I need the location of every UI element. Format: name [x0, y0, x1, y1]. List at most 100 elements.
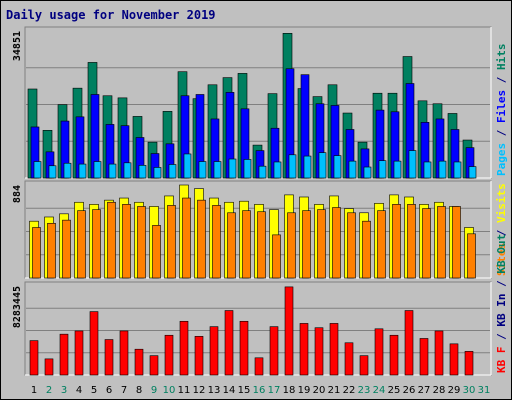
bar-kb-f [464, 351, 474, 376]
legend-entry: / [495, 123, 508, 143]
bar-sites [212, 205, 221, 279]
bar-pages [153, 167, 162, 179]
bar-sites [152, 225, 161, 279]
legend-entry: Visits [495, 183, 508, 223]
bar-sites [122, 204, 131, 279]
panel-visits-sites: 884 Sites / Visits [12, 180, 508, 279]
x-tick-label: 31 [478, 385, 491, 396]
bar-sites [452, 206, 461, 279]
x-tick-label: 25 [388, 385, 401, 396]
bar-pages [168, 164, 177, 179]
bar-sites [437, 206, 446, 279]
bar-pages [123, 162, 132, 179]
bar-sites [287, 212, 296, 279]
bar-kb-f [209, 326, 219, 376]
legend-entry: KB In [495, 294, 508, 327]
bar-kb-f [449, 343, 459, 376]
bar-sites [47, 222, 56, 279]
x-tick-label: 20 [313, 385, 326, 396]
y-max-label: 34851 [12, 31, 23, 61]
bar-kb-f [359, 355, 369, 376]
x-tick-label: 3 [61, 385, 67, 396]
bar-kb-f [344, 342, 354, 376]
bar-kb-f [239, 320, 249, 376]
bar-kb-f [149, 355, 159, 376]
bar-pages [258, 165, 267, 179]
legend-entry: / [495, 327, 508, 347]
bar-kb-f [299, 323, 309, 376]
bar-kb-f [269, 326, 279, 376]
x-tick-label: 19 [298, 385, 311, 396]
bar-sites [197, 199, 206, 279]
bar-kb-f [29, 340, 39, 376]
bar-pages [33, 161, 42, 179]
x-tick-label: 2 [46, 385, 52, 396]
legend-label: KB F / KB In / KB Out [495, 234, 508, 373]
bar-sites [242, 210, 251, 279]
bar-pages [63, 162, 72, 179]
x-tick-label: 1 [31, 385, 37, 396]
chart-title: Daily usage for November 2019 [6, 8, 216, 22]
x-tick-label: 12 [193, 385, 206, 396]
legend-entry: Hits [495, 44, 508, 71]
x-tick-label: 28 [433, 385, 446, 396]
x-tick-label: 15 [238, 385, 251, 396]
legend-entry: Pages [495, 143, 508, 176]
bar-kb-f [134, 348, 144, 376]
bar-pages [228, 158, 237, 179]
x-tick-label: 7 [121, 385, 127, 396]
bar-pages [468, 166, 477, 179]
legend-label: Pages / Files / Hits [495, 44, 508, 177]
bar-pages [333, 155, 342, 179]
bar-pages [93, 161, 102, 179]
legend-entry: / [495, 274, 508, 294]
bar-pages [408, 150, 417, 179]
bar-pages [198, 161, 207, 179]
bar-kb-f [104, 339, 114, 376]
legend-entry: Files [495, 90, 508, 123]
bar-kb-f [74, 330, 84, 376]
bar-sites [332, 207, 341, 279]
bar-kb-f [59, 333, 69, 376]
y-max-label: 884 [12, 185, 23, 203]
bar-kb-f [224, 310, 234, 376]
bar-pages [438, 160, 447, 179]
bar-pages [183, 153, 192, 179]
bar-sites [107, 201, 116, 279]
x-tick-label: 22 [343, 385, 356, 396]
x-tick-label: 16 [253, 385, 266, 396]
x-tick-label: 23 [358, 385, 371, 396]
bar-kb-f [389, 334, 399, 376]
bar-kb-f [89, 311, 99, 376]
x-tick-label: 5 [91, 385, 97, 396]
bar-pages [453, 161, 462, 179]
bar-sites [467, 233, 476, 279]
bar-pages [363, 166, 372, 179]
bar-sites [62, 219, 71, 279]
bar-sites [257, 211, 266, 279]
x-tick-label: 27 [418, 385, 431, 396]
bar-sites [272, 234, 281, 279]
bar-pages [348, 160, 357, 179]
bar-sites [407, 204, 416, 279]
bar-kb-f [254, 357, 264, 376]
bar-kb-f [164, 334, 174, 376]
legend-entry: / [495, 70, 508, 90]
bar-pages [423, 161, 432, 179]
x-tick-label: 18 [283, 385, 296, 396]
bar-kb-f [434, 330, 444, 376]
x-tick-label: 8 [136, 385, 142, 396]
bar-pages [303, 155, 312, 179]
bar-sites [392, 204, 401, 279]
y-max-label: 8283445 [12, 286, 23, 328]
bar-kb-f [374, 328, 384, 376]
bar-sites [317, 209, 326, 279]
bar-pages [243, 159, 252, 179]
x-tick-label: 9 [151, 385, 157, 396]
bar-kb-f [314, 327, 324, 376]
x-tick-label: 24 [373, 385, 386, 396]
bar-sites [362, 220, 371, 279]
bar-kb-f [194, 336, 204, 376]
